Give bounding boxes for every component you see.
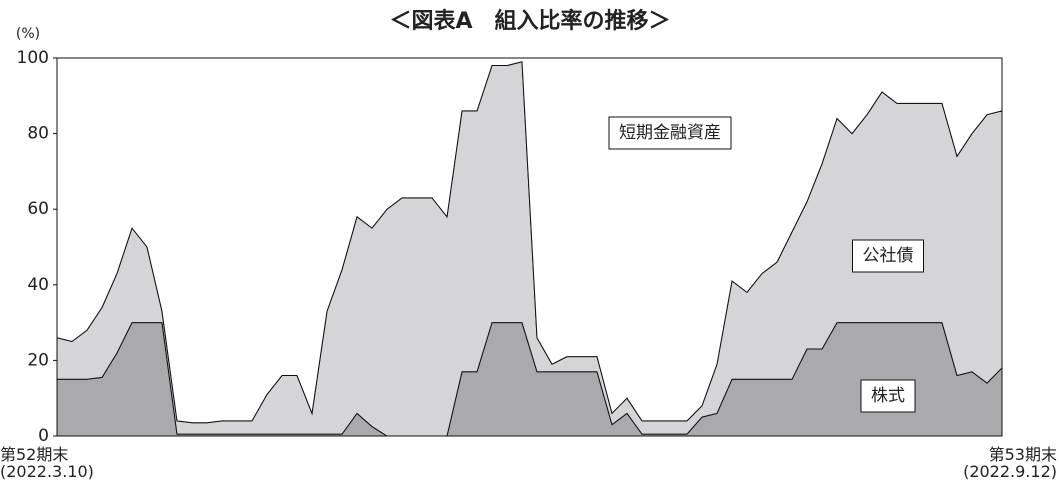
series-label-box [860, 379, 916, 413]
y-tick-label: 40 [27, 275, 49, 295]
chart-title: ＜図表A 組入比率の推移＞ [389, 8, 670, 34]
x-tick-label: 第53期末 (2022.9.12) [963, 445, 1057, 481]
series-label-box [852, 239, 924, 273]
x-tick-label: 第52期末 (2022.3.10) [0, 445, 94, 481]
series-label: 株式 [860, 379, 916, 413]
series-label: 公社債 [852, 239, 924, 273]
y-tick-label: 0 [38, 426, 49, 446]
y-tick-label: 60 [27, 199, 49, 219]
series-label-text: 公社債 [863, 246, 914, 266]
y-tick-label: 20 [27, 350, 49, 370]
series-label-text: 株式 [871, 386, 905, 406]
y-unit: (%) [16, 26, 40, 42]
plot-frame [56, 57, 1003, 437]
series-label-box [608, 116, 732, 150]
series-label-text: 短期金融資産 [619, 123, 721, 143]
y-tick-label: 80 [27, 124, 49, 144]
series-label: 短期金融資産 [608, 116, 732, 150]
y-tick-label: 100 [17, 48, 49, 68]
